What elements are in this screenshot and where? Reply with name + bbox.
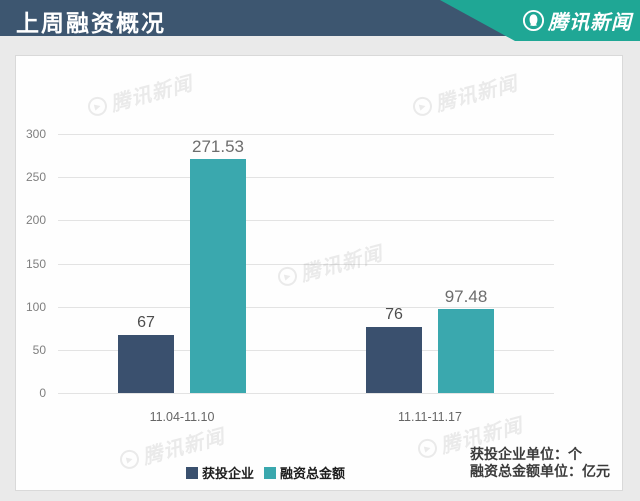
y-axis-tick-label: 250 xyxy=(25,170,46,185)
unit-note-companies: 获投企业单位：个 xyxy=(470,446,582,462)
gridline xyxy=(58,349,554,351)
tencent-news-logo-icon xyxy=(522,9,545,32)
bar-融资总金额-11.04-11.10 xyxy=(190,158,246,393)
legend-item-amount: 融资总金额 xyxy=(264,463,345,482)
y-axis-tick-label: 0 xyxy=(39,386,46,400)
bar-value-label: 271.53 xyxy=(192,136,244,156)
gridline xyxy=(58,306,554,308)
legend-item-companies: 获投企业 xyxy=(186,463,254,482)
y-axis-tick-label: 200 xyxy=(25,213,46,228)
gridline xyxy=(58,263,554,265)
y-axis-tick-label: 100 xyxy=(25,299,46,314)
y-axis-tick-label: 150 xyxy=(25,256,46,271)
gridline xyxy=(58,177,554,179)
bar-value-label: 97.48 xyxy=(444,286,488,306)
bar-chart: 0 50 100 150 200 250 300 67 271.53 11.04-11.10 76 9… xyxy=(16,56,622,490)
legend-label-companies: 获投企业 xyxy=(202,466,255,481)
unit-note-amount: 融资总金额单位：亿元 xyxy=(470,463,610,479)
y-axis-tick-label: 300 xyxy=(25,127,46,141)
bar-获投企业-11.11-11.17 xyxy=(366,327,422,393)
gridline xyxy=(58,220,554,222)
x-axis-category-label: 11.11-11.17 xyxy=(398,410,462,424)
legend: 获投企业 融资总金额 xyxy=(186,463,345,482)
legend-swatch-companies xyxy=(186,466,198,479)
y-axis-tick-label: 50 xyxy=(32,342,46,357)
bar-value-label: 67 xyxy=(137,314,155,332)
unit-notes: 获投企业单位：个 融资总金额单位：亿元 xyxy=(470,446,610,480)
brand-name: 腾讯新闻 xyxy=(548,12,632,34)
bar-融资总金额-11.11-11.17 xyxy=(438,308,494,393)
gridline xyxy=(58,393,554,394)
legend-swatch-amount xyxy=(264,466,277,479)
gridline xyxy=(58,134,554,135)
legend-label-amount: 融资总金额 xyxy=(280,466,346,481)
x-axis-category-label: 11.04-11.10 xyxy=(149,410,215,424)
bar-获投企业-11.04-11.10 xyxy=(118,335,174,393)
chart-card: 0 50 100 150 200 250 300 67 271.53 11.04-11.10 76 9… xyxy=(15,55,623,491)
brand-logo: 腾讯新闻 xyxy=(522,6,632,35)
page-title: 上周融资概况 xyxy=(16,10,166,36)
bar-value-label: 76 xyxy=(385,306,403,324)
